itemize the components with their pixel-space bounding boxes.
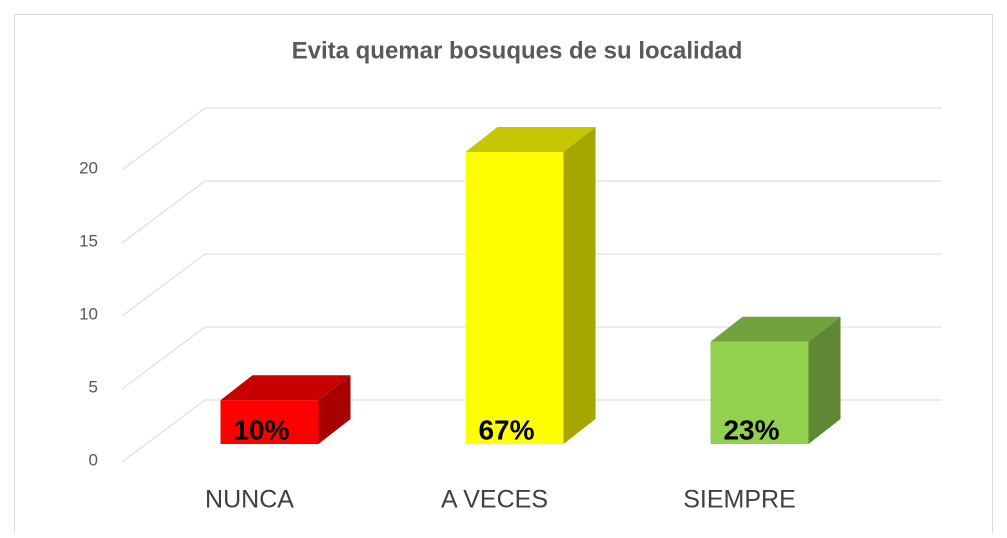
y-tick-label: 15 <box>79 231 98 250</box>
data-label: 10% <box>233 414 289 445</box>
bar-side <box>563 127 596 444</box>
data-label: 23% <box>723 414 779 445</box>
data-label: 67% <box>478 414 534 445</box>
grid-line <box>121 180 942 244</box>
x-tick-label: A VECES <box>441 486 548 514</box>
y-tick-label: 0 <box>89 450 98 469</box>
chart-title: Evita quemar bosuques de su localidad <box>292 37 743 64</box>
y-tick-label: 20 <box>79 158 98 177</box>
grid-line <box>121 107 942 171</box>
bar <box>220 400 319 444</box>
bar-top <box>220 375 351 401</box>
x-tick-label: SIEMPRE <box>683 486 796 514</box>
bar-top <box>465 127 596 152</box>
bar-side <box>808 316 841 444</box>
grid-line <box>121 326 942 390</box>
grid-line <box>121 399 942 463</box>
bar-top <box>710 316 841 342</box>
bar-side <box>318 375 351 444</box>
y-tick-label: 5 <box>89 377 98 396</box>
x-tick-label: NUNCA <box>205 486 294 514</box>
bar <box>710 341 809 444</box>
y-tick-label: 10 <box>79 304 98 323</box>
bar <box>465 152 564 444</box>
grid-line <box>121 253 942 317</box>
